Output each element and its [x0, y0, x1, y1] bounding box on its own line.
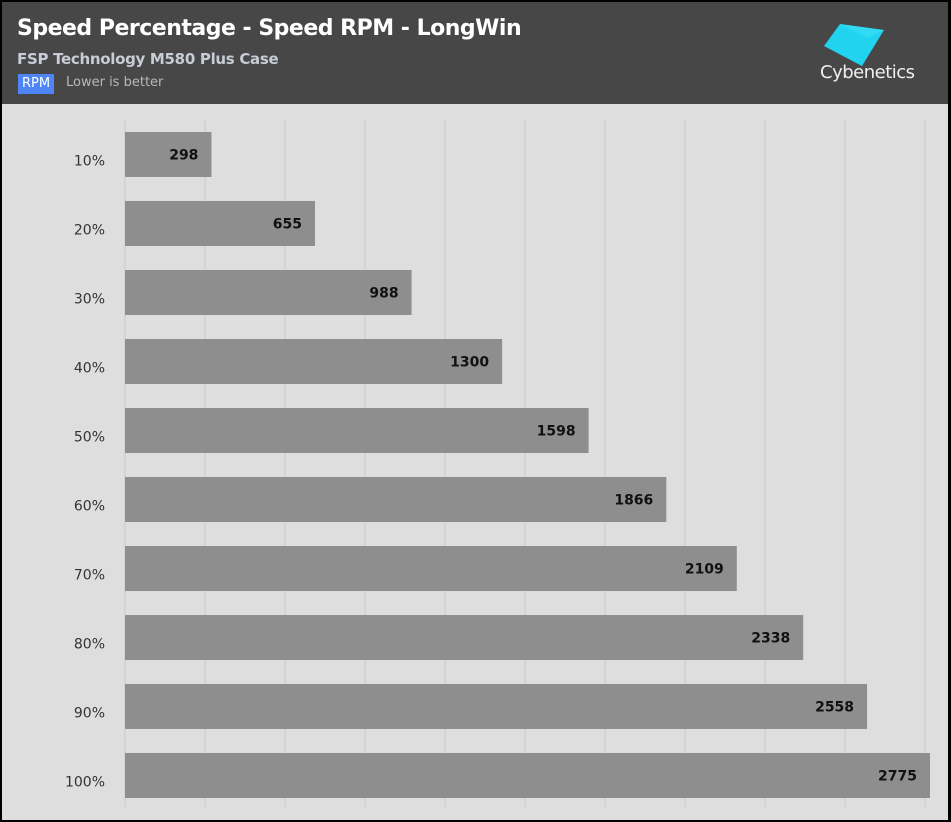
data-label: 1866	[614, 493, 653, 509]
logo-text: Cybenetics	[820, 62, 915, 83]
data-label: 298	[169, 148, 198, 164]
category-label: 100%	[65, 775, 105, 791]
bar	[125, 132, 212, 177]
category-label: 90%	[74, 706, 105, 722]
chart-subtitle: FSP Technology M580 Plus Case	[17, 50, 279, 68]
bar	[125, 339, 503, 384]
chart-header: Speed Percentage - Speed RPM - LongWin F…	[2, 2, 948, 104]
unit-badge: RPM	[18, 74, 55, 94]
data-label: 655	[273, 217, 302, 233]
category-label: 50%	[74, 430, 105, 446]
bar	[125, 408, 589, 453]
chart-note: Lower is better	[66, 75, 164, 90]
category-label: 40%	[74, 361, 105, 377]
category-label: 10%	[74, 154, 105, 170]
bar	[125, 546, 737, 591]
data-label: 2775	[878, 769, 917, 785]
bar	[125, 684, 868, 729]
chart-title: Speed Percentage - Speed RPM - LongWin	[17, 16, 522, 41]
data-label: 2338	[751, 631, 790, 647]
bar	[125, 753, 930, 798]
category-label: 20%	[74, 223, 105, 239]
bar	[125, 615, 804, 660]
data-label: 1300	[450, 355, 489, 371]
bar	[125, 477, 667, 522]
category-label: 80%	[74, 637, 105, 653]
data-label: 1598	[537, 424, 576, 440]
data-label: 2558	[815, 700, 854, 716]
data-label: 2109	[685, 562, 724, 578]
category-label: 60%	[74, 499, 105, 515]
cybenetics-logo-icon	[824, 24, 884, 66]
bar	[125, 270, 412, 315]
data-label: 988	[369, 286, 398, 302]
category-label: 30%	[74, 292, 105, 308]
bar	[125, 201, 316, 246]
category-label: 70%	[74, 568, 105, 584]
